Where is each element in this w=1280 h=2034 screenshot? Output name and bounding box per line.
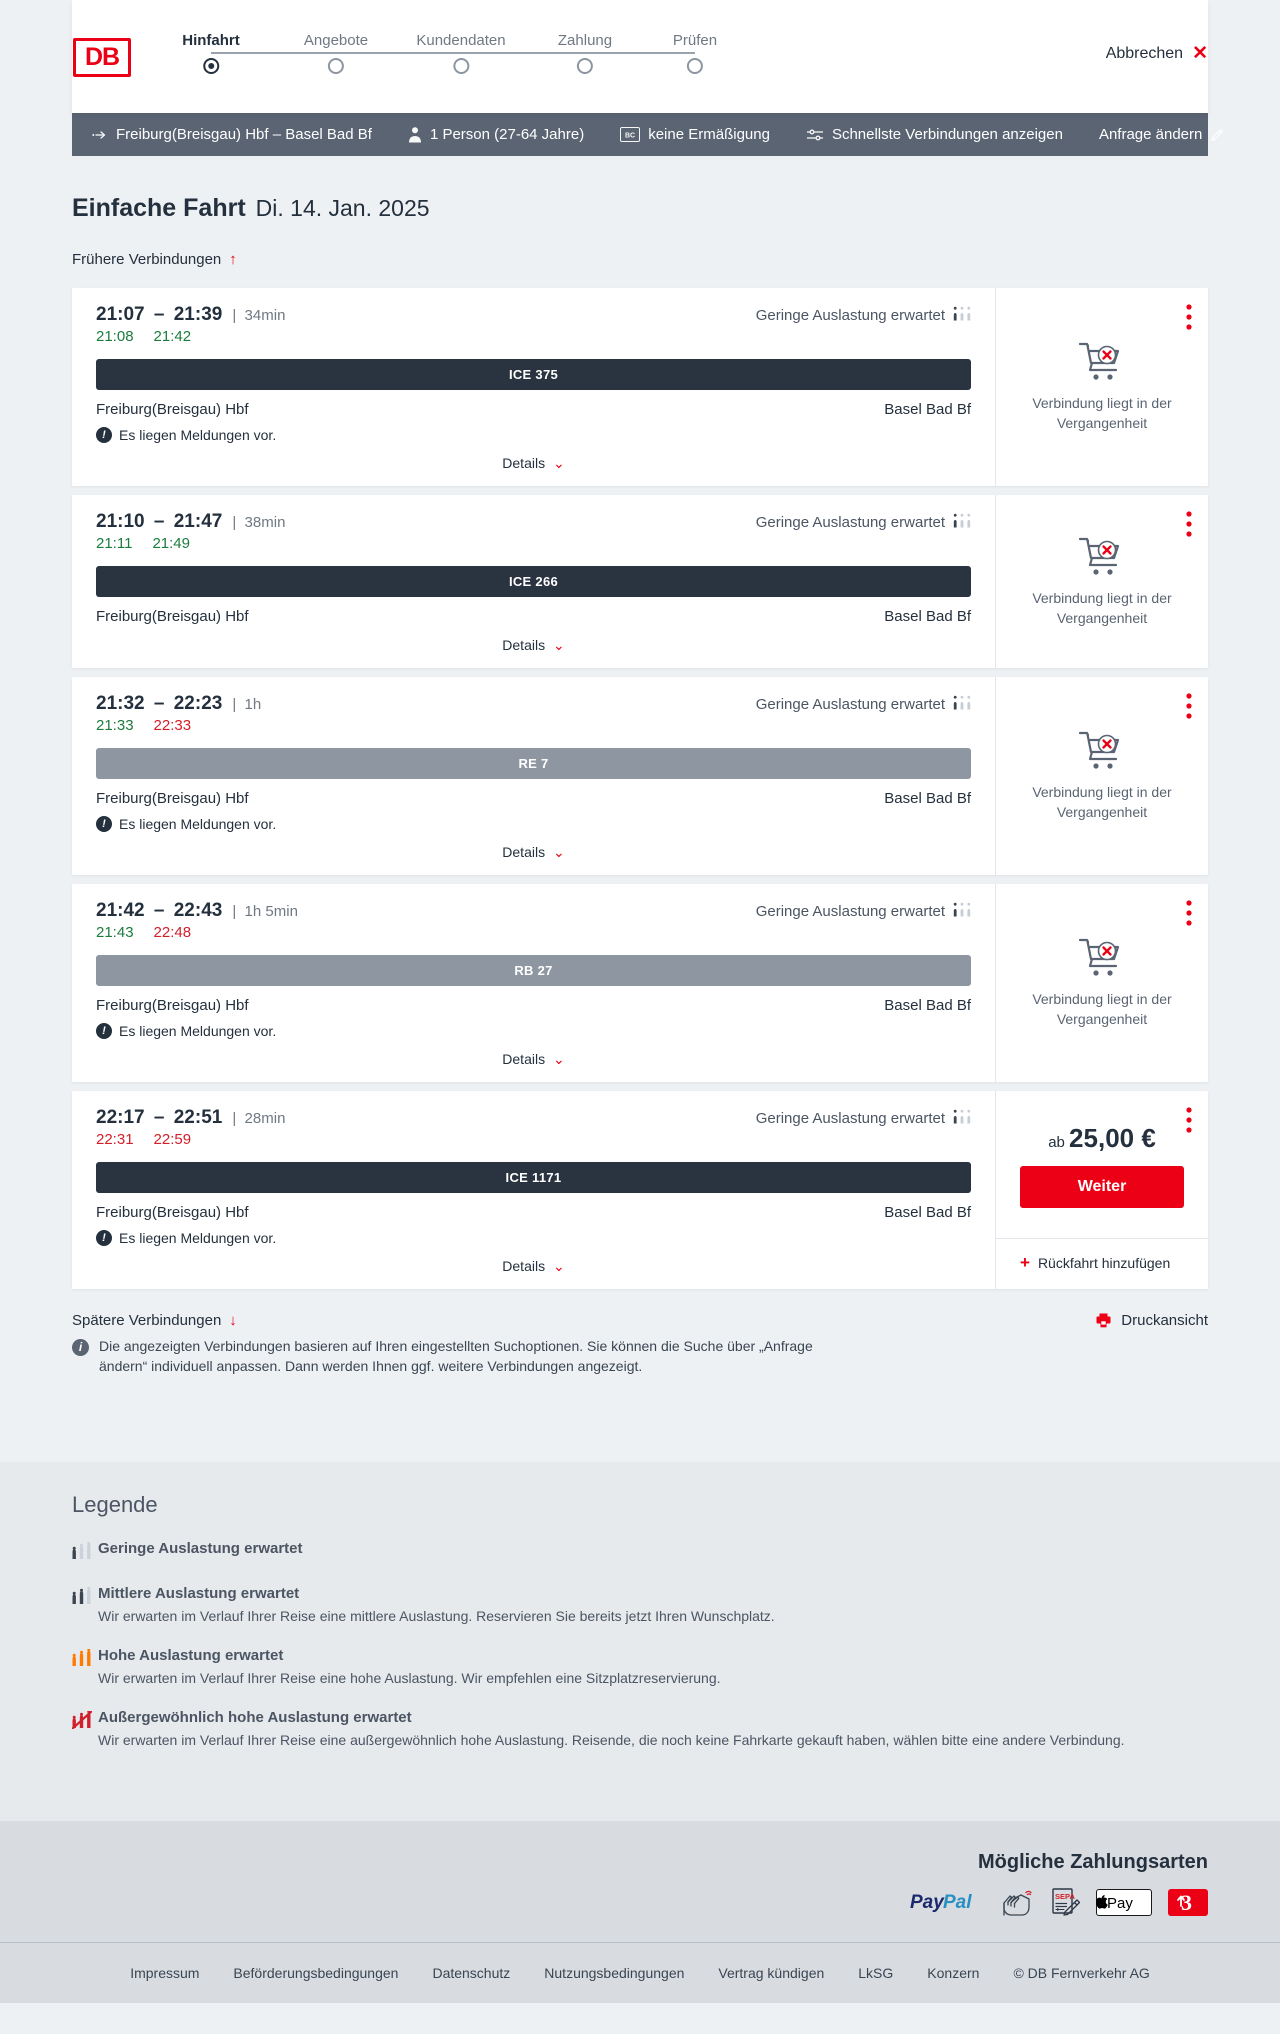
svg-text:Pal: Pal	[943, 1892, 972, 1913]
svg-text:3: 3	[1181, 1890, 1192, 1915]
svg-text:SEPA: SEPA	[1055, 1892, 1075, 1901]
svg-text:Pay: Pay	[1107, 1895, 1133, 1912]
svg-text:Pay: Pay	[910, 1892, 945, 1913]
svg-text:BC: BC	[625, 133, 635, 140]
